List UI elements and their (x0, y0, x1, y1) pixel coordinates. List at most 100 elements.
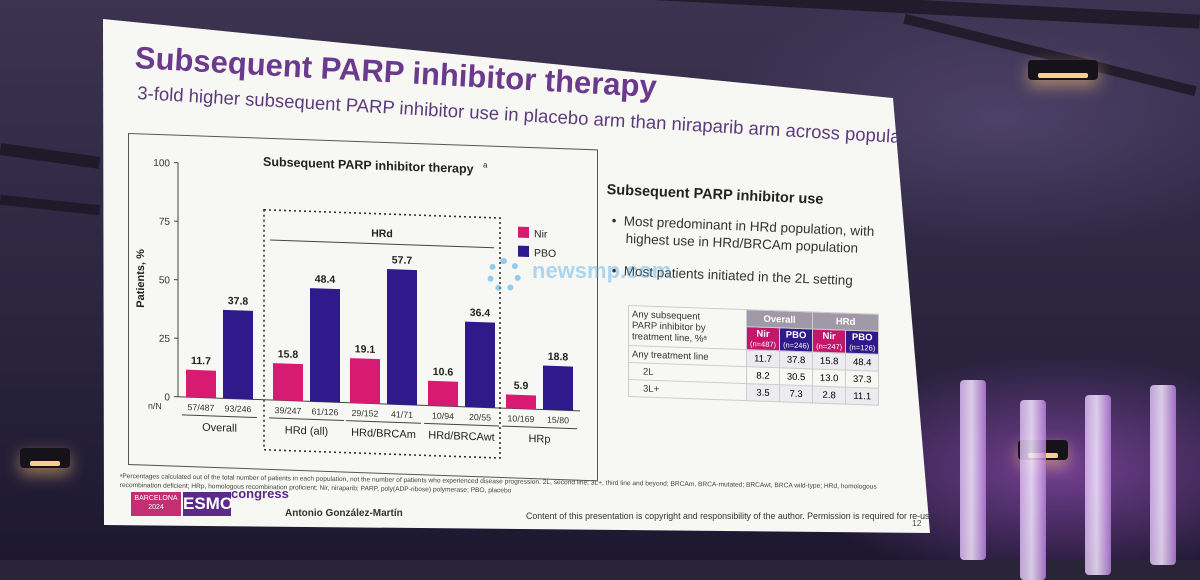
table-cell: 48.4 (846, 353, 879, 371)
y-axis-label: Patients, % (135, 249, 147, 308)
bar-nn-label: 15/80 (547, 415, 569, 426)
bar-nn-label: 20/55 (469, 412, 491, 423)
bar-value-label: 36.4 (470, 307, 491, 320)
table-cell: 8.2 (747, 367, 780, 385)
table-col-header: PBO(n=126) (846, 330, 879, 354)
page-number: 12 (912, 518, 921, 528)
bar-chart: Subsequent PARP inhibitor therapy a 0 25 50 7… (128, 133, 598, 468)
legend-label: Nir (534, 228, 548, 240)
table-cell: 13.0 (813, 369, 846, 387)
stage-curtain (1085, 395, 1111, 575)
category-label: HRd/BRCAm (351, 427, 416, 441)
col-arm: PBO (852, 332, 873, 344)
bar-value-label: 57.7 (392, 254, 413, 267)
y-tick-label: 50 (159, 275, 171, 286)
table-cell: 11.1 (846, 387, 879, 405)
y-tick-label: 75 (159, 217, 171, 228)
bar-pbo (543, 366, 573, 411)
brand-year: 2024 (148, 504, 164, 511)
treatment-line-table: Any subsequent PARP inhibitor by treatme… (628, 305, 879, 406)
ceiling-truss (0, 195, 100, 215)
bar-value-label: 5.9 (514, 380, 529, 393)
bar-pbo (387, 269, 417, 405)
bar-nn-label: 10/94 (432, 411, 454, 422)
table-cell: 3.5 (747, 384, 780, 402)
stage-spotlight (1028, 60, 1098, 80)
category-label: Overall (202, 422, 237, 435)
col-arm: Nir (823, 331, 836, 342)
table-col-header: PBO(n=246) (780, 328, 813, 352)
col-n: (n=487) (750, 339, 776, 349)
category-divider (346, 421, 421, 424)
category-label: HRp (528, 433, 550, 446)
category-label-text: HRd/BRCAm (351, 427, 416, 441)
bar-pbo (465, 322, 495, 408)
category-divider (424, 423, 499, 426)
nn-axis-label: n/N (148, 401, 162, 411)
table-cell: 37.8 (780, 351, 813, 369)
legend-swatch-nir (518, 227, 529, 238)
congress-label: congress (231, 486, 289, 501)
bar-nn-label: 41/71 (391, 409, 413, 420)
esmo-logo: ESMO (183, 492, 231, 516)
y-tick-label: 25 (159, 334, 171, 345)
table-cell: 30.5 (780, 368, 813, 386)
category-label: HRd/BRCAwt (428, 430, 494, 444)
chart-title: Subsequent PARP inhibitor therapy (263, 155, 474, 176)
chart-title-superscript: a (483, 160, 488, 169)
bar-nir (273, 363, 303, 401)
bar-nir (506, 394, 536, 409)
y-tick-label: 0 (164, 392, 170, 403)
table-cell: 2.8 (813, 386, 846, 404)
brand-city: BARCELONA (134, 495, 177, 502)
bar-nir (428, 381, 458, 407)
right-heading: Subsequent PARP inhibitor use (606, 182, 823, 208)
stage-curtain (1150, 385, 1176, 565)
category-label: HRd (all) (285, 424, 328, 438)
bar-nir (350, 358, 380, 404)
ceiling-truss (0, 143, 100, 169)
bar-value-label: 37.8 (228, 295, 249, 308)
copyright-notice: Content of this presentation is copyrigh… (526, 511, 937, 521)
table-col-header: Nir(n=247) (813, 329, 846, 353)
table-header-label-line: treatment line, %ᵃ (632, 331, 707, 345)
bar-value-label: 15.8 (278, 348, 299, 361)
table-header-label: Any subsequent PARP inhibitor by treatme… (629, 306, 747, 350)
bar-nir (186, 370, 216, 398)
bar-pbo (310, 288, 340, 402)
watermark-logo-icon (487, 258, 521, 292)
bar-nn-label: 61/126 (312, 406, 339, 417)
table-cell: 7.3 (780, 385, 813, 403)
table-col-header: Nir(n=487) (747, 327, 780, 351)
hrd-group-label: HRd (371, 228, 393, 241)
bar-value-label: 10.6 (433, 366, 454, 379)
bar-value-label: 11.7 (191, 355, 211, 368)
col-arm: Nir (756, 328, 769, 339)
category-label-text: HRd/BRCAwt (428, 430, 494, 444)
hrd-group-line (270, 240, 494, 248)
category-divider (502, 426, 577, 429)
bar-nn-label: 57/487 (188, 402, 215, 413)
category-divider (269, 418, 344, 421)
stage-spotlight (20, 448, 70, 468)
bar-value-label: 48.4 (315, 273, 336, 286)
bar-nn-label: 10/169 (508, 413, 535, 424)
legend-swatch-pbo (518, 246, 529, 257)
table-cell: 37.3 (846, 370, 879, 388)
presenter-name: Antonio González-Martín (285, 508, 403, 519)
table-cell: 15.8 (813, 352, 846, 370)
stage-curtain (1020, 400, 1046, 580)
row-label: 3L+ (629, 380, 747, 401)
col-n: (n=246) (783, 340, 809, 350)
bar-nn-label: 39/247 (275, 405, 302, 416)
col-n: (n=247) (816, 342, 842, 352)
col-n: (n=126) (849, 343, 875, 353)
col-arm: PBO (786, 330, 807, 342)
bar-pbo (223, 310, 253, 400)
table-cell: 11.7 (747, 350, 780, 368)
category-divider (182, 415, 257, 418)
bar-nn-label: 93/246 (225, 403, 252, 414)
bar-nn-label: 29/152 (352, 408, 379, 419)
stage-curtain (960, 380, 986, 560)
bar-value-label: 19.1 (355, 343, 376, 356)
